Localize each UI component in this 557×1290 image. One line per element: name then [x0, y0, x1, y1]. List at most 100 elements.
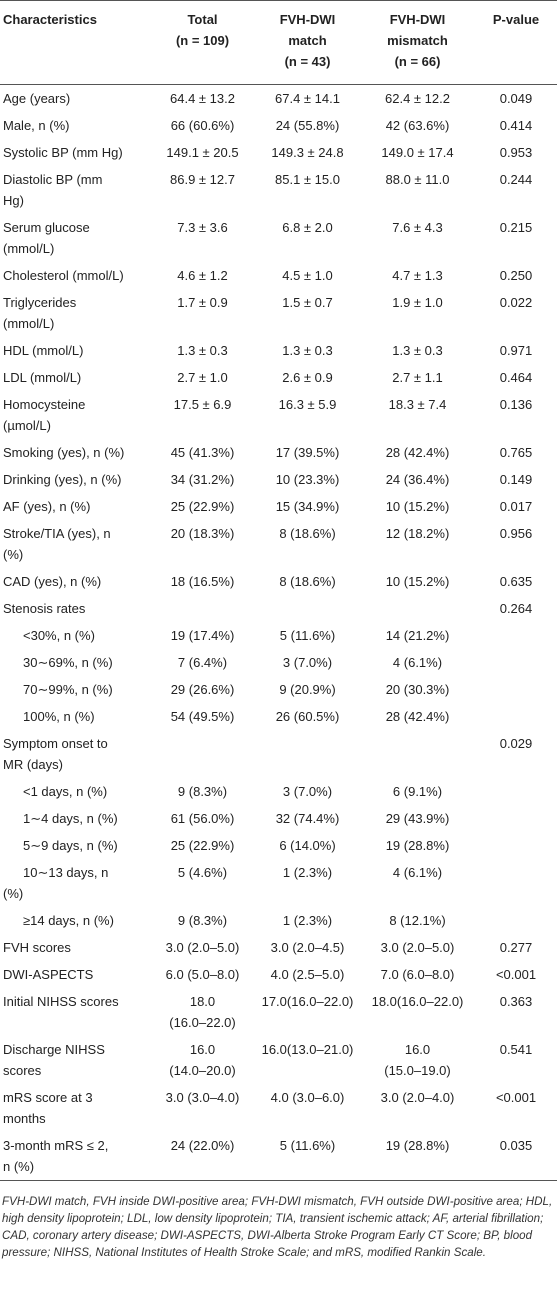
cell	[255, 730, 360, 778]
cell: 6.0 (5.0–8.0)	[150, 961, 255, 988]
cell	[475, 649, 557, 676]
cell-text: 19 (28.8%)	[385, 838, 450, 853]
cell: 1 (2.3%)	[255, 907, 360, 934]
cell	[150, 595, 255, 622]
cell-text: 1 (2.3%)	[282, 913, 333, 928]
cell-text: 66 (60.6%)	[170, 118, 235, 133]
cell: 1.5 ± 0.7	[255, 289, 360, 337]
header-text: (n = 43)	[284, 54, 331, 69]
cell: 20 (18.3%)	[150, 520, 255, 568]
cell-text: ≥14 days, n (%)	[23, 913, 114, 928]
table-row: Diastolic BP (mm Hg) 86.9 ± 12.7 85.1 ± 15.…	[0, 166, 557, 214]
cell: 0.029	[475, 730, 557, 778]
cell-text: Discharge NIHSS	[3, 1042, 105, 1057]
cell-text: 7.0 (6.0–8.0)	[380, 967, 455, 982]
table-header: Characteristics Total (n = 109) FVH-DWI matc…	[0, 0, 557, 85]
header-text: P-value	[492, 12, 540, 27]
cell-text: MR (days)	[3, 757, 63, 772]
cell: 3.0 (3.0–4.0)	[150, 1084, 255, 1132]
cell: 149.3 ± 24.8	[255, 139, 360, 166]
cell-text: 1 (2.3%)	[282, 865, 333, 880]
cell: 16.0(13.0–21.0)	[255, 1036, 360, 1084]
cell: 18.3 ± 7.4	[360, 391, 475, 439]
cell-text: 0.017	[499, 499, 533, 514]
row-label: Systolic BP (mm Hg)	[0, 139, 150, 166]
header-text: Characteristics	[3, 12, 97, 27]
cell: 0.049	[475, 85, 557, 113]
header-text: mismatch	[387, 33, 448, 48]
cell-text: Stenosis rates	[3, 601, 86, 616]
cell	[475, 832, 557, 859]
cell: 88.0 ± 11.0	[360, 166, 475, 214]
table-row: DWI-ASPECTS 6.0 (5.0–8.0) 4.0 (2.5–5.0) 7.0…	[0, 961, 557, 988]
cell: 19 (28.8%)	[360, 1132, 475, 1181]
cell-text: 85.1 ± 15.0	[275, 172, 340, 187]
cell-text: CAD (yes), n (%)	[3, 574, 102, 589]
cell: 17.5 ± 6.9	[150, 391, 255, 439]
row-label: Drinking (yes), n (%)	[0, 466, 150, 493]
row-label: <1 days, n (%)	[0, 778, 150, 805]
cell: 67.4 ± 14.1	[255, 85, 360, 113]
cell-text: 3.0 (2.0–5.0)	[165, 940, 240, 955]
cell: 20 (30.3%)	[360, 676, 475, 703]
cell: 3.0 (2.0–4.0)	[360, 1084, 475, 1132]
cell-text: Drinking (yes), n (%)	[3, 472, 122, 487]
header-cell: FVH-DWI match (n = 43)	[255, 1, 360, 85]
row-label: CAD (yes), n (%)	[0, 568, 150, 595]
table-row: Cholesterol (mmol/L) 4.6 ± 1.2 4.5 ± 1.0 4.…	[0, 262, 557, 289]
table-row: <30%, n (%) 19 (17.4%) 5 (11.6%) 14 (21.2%)	[0, 622, 557, 649]
cell-text: 0.264	[499, 601, 533, 616]
cell-text: 14 (21.2%)	[385, 628, 450, 643]
cell-text: 0.215	[499, 220, 533, 235]
cell-text: 5 (11.6%)	[279, 628, 336, 643]
cell-text: 8 (12.1%)	[389, 913, 446, 928]
cell: 5 (11.6%)	[255, 1132, 360, 1181]
cell-text: 10 (15.2%)	[385, 574, 450, 589]
cell-text: 10 (15.2%)	[385, 499, 450, 514]
cell: 25 (22.9%)	[150, 832, 255, 859]
cell: 34 (31.2%)	[150, 466, 255, 493]
cell-text: 30∼69%, n (%)	[23, 655, 113, 670]
table-row: Discharge NIHSS scores 16.0 (14.0–20.0) 16.0…	[0, 1036, 557, 1084]
header-text: FVH-DWI	[389, 12, 446, 27]
cell-text: 7 (6.4%)	[177, 655, 228, 670]
cell-text: 0.244	[499, 172, 533, 187]
table-row: 1∼4 days, n (%) 61 (56.0%) 32 (74.4%) 29 (4…	[0, 805, 557, 832]
row-label: 3-month mRS ≤ 2, n (%)	[0, 1132, 150, 1181]
cell: 54 (49.5%)	[150, 703, 255, 730]
cell-text: 4.0 (3.0–6.0)	[270, 1090, 345, 1105]
cell: 18 (16.5%)	[150, 568, 255, 595]
cell-text: 1.3 ± 0.3	[392, 343, 443, 358]
cell: 0.017	[475, 493, 557, 520]
cell-text: 3-month mRS ≤ 2,	[3, 1138, 109, 1153]
cell-text: 10∼13 days, n	[23, 865, 109, 880]
cell: 9 (8.3%)	[150, 907, 255, 934]
cell: 29 (26.6%)	[150, 676, 255, 703]
row-label: Stroke/TIA (yes), n (%)	[0, 520, 150, 568]
header-text: Total	[187, 12, 218, 27]
cell: 5 (11.6%)	[255, 622, 360, 649]
cell-text: 9 (20.9%)	[279, 682, 336, 697]
cell-text: (15.0–19.0)	[384, 1063, 451, 1078]
cell: 6.8 ± 2.0	[255, 214, 360, 262]
cell-text: Initial NIHSS scores	[3, 994, 119, 1009]
cell: 0.953	[475, 139, 557, 166]
cell-text: 3.0 (2.0–4.5)	[270, 940, 345, 955]
cell: 64.4 ± 13.2	[150, 85, 255, 113]
cell-text: 0.635	[499, 574, 533, 589]
cell-text: 0.363	[499, 994, 533, 1009]
cell-text: 2.7 ± 1.1	[392, 370, 443, 385]
cell: 1.3 ± 0.3	[360, 337, 475, 364]
row-label: Age (years)	[0, 85, 150, 113]
cell-text: 0.414	[499, 118, 533, 133]
cell-text: 32 (74.4%)	[275, 811, 340, 826]
cell: 7.0 (6.0–8.0)	[360, 961, 475, 988]
cell: 1.3 ± 0.3	[255, 337, 360, 364]
cell: 2.6 ± 0.9	[255, 364, 360, 391]
cell-text: mRS score at 3	[3, 1090, 93, 1105]
row-label: 30∼69%, n (%)	[0, 649, 150, 676]
cell-text: DWI-ASPECTS	[3, 967, 94, 982]
cell	[475, 859, 557, 907]
cell-text: 18.0(16.0–22.0)	[371, 994, 464, 1009]
cell: 61 (56.0%)	[150, 805, 255, 832]
